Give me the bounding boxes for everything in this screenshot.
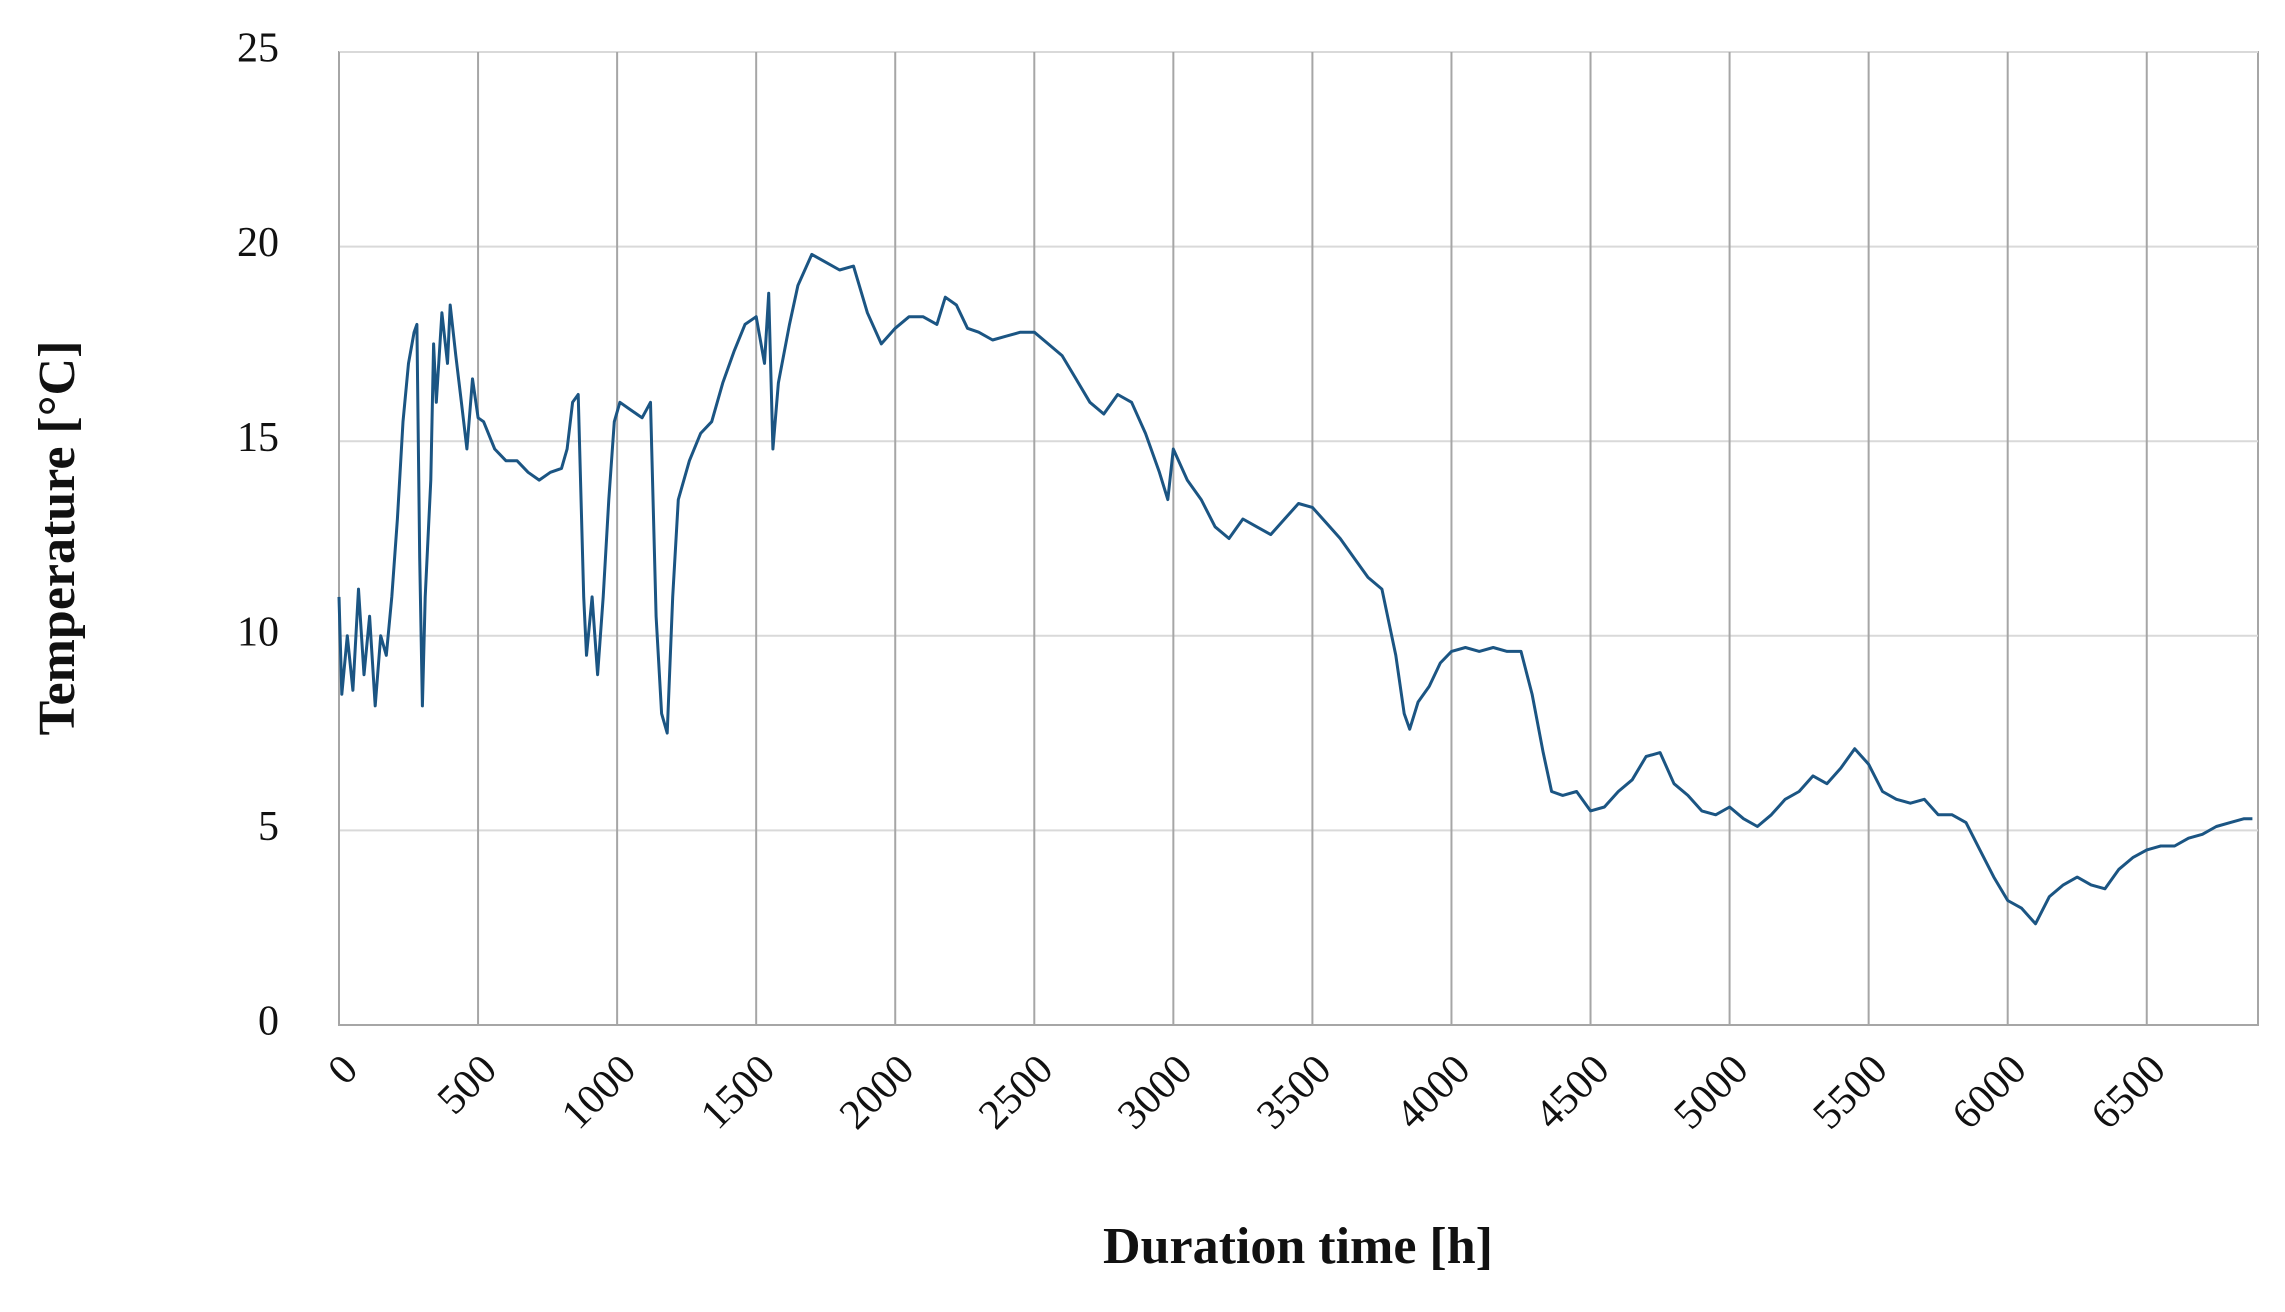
- y-tick-label: 10: [237, 609, 279, 655]
- x-tick-label: 500: [429, 1046, 506, 1123]
- x-tick-label: 0: [320, 1046, 367, 1093]
- x-tick-label: 1500: [692, 1046, 784, 1138]
- y-tick-label: 25: [237, 26, 279, 72]
- x-tick-label: 5000: [1666, 1046, 1758, 1138]
- y-tick-label: 20: [237, 220, 279, 266]
- x-tick-label: 4500: [1526, 1046, 1618, 1138]
- x-tick-label: 6500: [2083, 1046, 2175, 1138]
- x-tick-label: 2500: [970, 1046, 1062, 1138]
- y-tick-label: 5: [258, 804, 279, 850]
- plot-area: [338, 51, 2259, 1026]
- x-tick-label: 3500: [1248, 1046, 1340, 1138]
- x-axis-title: Duration time [h]: [1103, 1218, 1493, 1275]
- x-tick-label: 3000: [1109, 1046, 1201, 1138]
- y-tick-label: 15: [237, 415, 279, 461]
- y-tick-label: 0: [258, 999, 279, 1045]
- data-line: [337, 252, 2253, 926]
- x-tick-label: 6000: [1944, 1046, 2036, 1138]
- x-tick-label: 2000: [831, 1046, 923, 1138]
- x-tick-label: 1000: [553, 1046, 645, 1138]
- x-tick-label: 5500: [1805, 1046, 1897, 1138]
- x-tick-label: 4000: [1387, 1046, 1479, 1138]
- y-axis-title: Temperature [°C]: [29, 341, 86, 736]
